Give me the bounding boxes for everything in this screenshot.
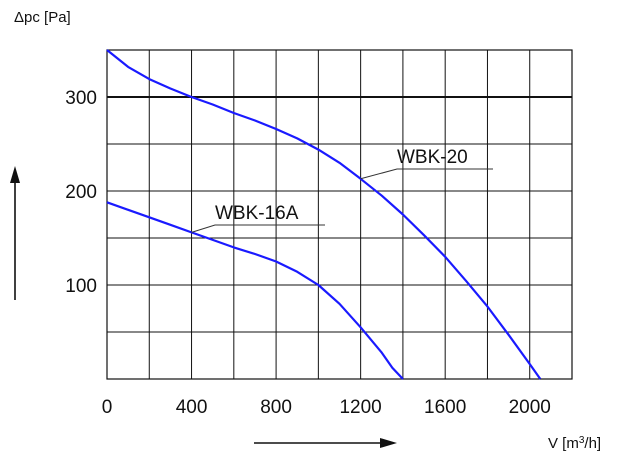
x-axis-title-suffix: /h]: [584, 435, 601, 452]
x-tick-label: 1600: [424, 397, 466, 418]
annotation-label: WBK-16A: [215, 203, 299, 224]
svg-text:V [m3/h]: V [m3/h]: [548, 435, 601, 453]
y-tick-label: 200: [65, 182, 97, 203]
y-axis-arrow: [10, 166, 20, 300]
x-tick-label: 2000: [509, 397, 551, 418]
x-tick-label: 800: [260, 397, 292, 418]
annotation-leader: [191, 224, 325, 233]
annotation-leader: [360, 168, 493, 180]
x-axis-arrow: [254, 438, 397, 448]
grid: [106, 49, 573, 380]
x-axis-title: V [m3/h]: [548, 435, 601, 453]
x-tick-label: 0: [102, 397, 113, 418]
tick-labels: 0 400 800 1200 1600 2000 100 200 300: [65, 88, 551, 418]
curves: [106, 49, 542, 380]
y-tick-label: 300: [65, 88, 97, 109]
x-axis-title-prefix: V [m: [548, 435, 579, 452]
y-axis-title: Δpc [Pa]: [14, 9, 71, 26]
x-tick-label: 1200: [339, 397, 381, 418]
y-tick-label: 100: [65, 276, 97, 297]
curve-annotations: WBK-20 WBK-16A: [191, 147, 493, 233]
x-tick-label: 400: [176, 397, 208, 418]
annotation-label: WBK-20: [397, 147, 468, 168]
plot-frame: [106, 49, 573, 380]
series-wbk-20: [106, 49, 542, 380]
x-axis-title-sup: 3: [579, 435, 585, 446]
series-wbk-16a: [106, 201, 404, 380]
